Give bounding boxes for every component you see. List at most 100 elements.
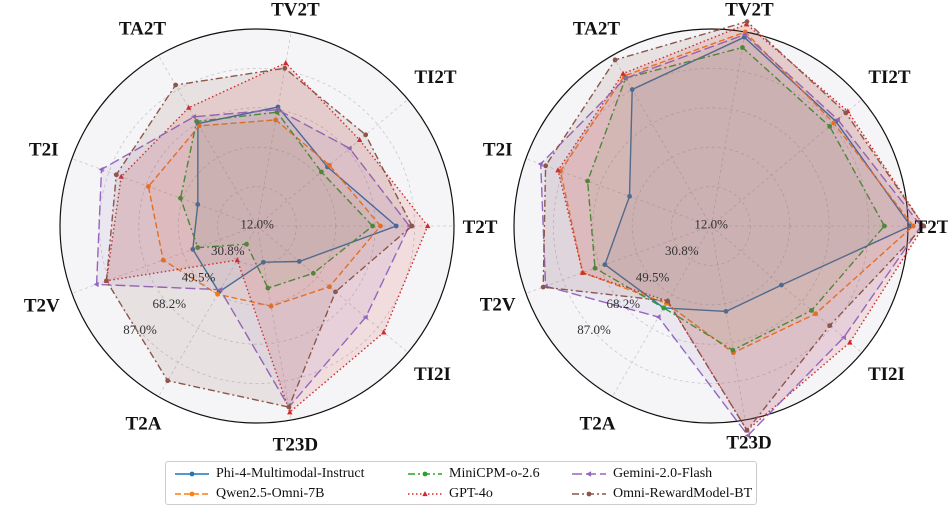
radial-tick-label: 87.0% — [577, 322, 611, 337]
axis-label: TI2I — [414, 364, 451, 385]
legend-swatch-icon — [408, 471, 442, 477]
data-point — [370, 223, 375, 229]
radial-tick-label: 12.0% — [240, 217, 274, 232]
data-point — [661, 305, 667, 311]
data-point — [723, 308, 729, 314]
data-point — [287, 409, 293, 415]
data-point — [244, 241, 249, 247]
data-point — [186, 104, 192, 110]
series-line — [539, 33, 922, 437]
data-point — [543, 163, 549, 169]
data-point — [627, 193, 632, 199]
legend-swatch-icon — [175, 491, 209, 497]
data-point — [809, 308, 815, 313]
grid-spoke — [612, 55, 712, 227]
radial-tick-label: 68.2% — [606, 296, 640, 311]
grid-spoke — [710, 225, 746, 421]
data-point — [327, 284, 332, 290]
axis-label: TA2T — [573, 19, 620, 40]
data-point — [602, 262, 608, 268]
axis-label: TI2I — [868, 364, 905, 385]
data-point — [425, 223, 431, 229]
legend-label: Qwen2.5-Omni-7B — [216, 486, 325, 501]
series-line — [147, 119, 382, 307]
data-point — [217, 286, 223, 293]
series-line — [105, 62, 429, 414]
data-point — [274, 106, 280, 113]
radial-tick-label: 30.8% — [211, 243, 245, 258]
data-point — [104, 278, 109, 284]
data-point — [282, 65, 288, 71]
data-point — [847, 339, 853, 345]
data-point — [537, 161, 543, 167]
legend-label: Omni-RewardModel-BT — [613, 486, 753, 501]
data-point — [195, 245, 201, 250]
data-point — [346, 145, 352, 152]
axis-label: T2V — [480, 295, 516, 316]
radial-tick-label: 68.2% — [152, 296, 186, 311]
axis-label: T2A — [126, 414, 162, 435]
series-line — [559, 31, 915, 354]
series-line — [179, 111, 374, 289]
data-point — [118, 173, 124, 179]
axis-label: TV2T — [725, 0, 774, 20]
radar-panel-left: 12.0% 30.8% 49.5% 68.2% 87.0% T2T TI2T TV2T TA2T… — [24, 0, 498, 456]
axis-label: TA2T — [119, 19, 166, 40]
data-point — [378, 223, 383, 229]
axis-label: T2A — [580, 414, 616, 435]
data-point — [555, 167, 561, 173]
grid-spoke — [612, 225, 712, 397]
data-point — [145, 184, 151, 189]
data-point — [165, 378, 171, 384]
series-line — [105, 67, 413, 408]
data-point — [409, 223, 415, 229]
data-point — [310, 270, 316, 276]
axis-label: T23D — [726, 433, 771, 454]
data-point — [362, 314, 368, 320]
data-point — [273, 117, 279, 123]
legend-swatch-icon — [572, 491, 606, 497]
data-point — [612, 57, 618, 63]
radial-tick-label: 49.5% — [636, 269, 670, 284]
data-point — [283, 60, 289, 66]
legend-label: MiniCPM-o-2.6 — [449, 466, 540, 481]
data-point — [827, 323, 833, 329]
grid-spoke — [256, 99, 409, 227]
data-point — [744, 427, 750, 433]
grid-spoke — [710, 31, 746, 227]
series-line — [192, 106, 398, 293]
legend: Phi-4-Multimodal-Instruct Qwen2.5-Omni-7… — [165, 461, 757, 505]
series-line — [542, 20, 925, 432]
grid-ring — [138, 107, 376, 345]
series-line — [604, 36, 912, 313]
data-point — [178, 195, 183, 201]
axis-label: TI2T — [868, 67, 911, 88]
data-point — [834, 116, 840, 123]
grid-spoke — [525, 225, 712, 294]
axis-label: T2V — [24, 295, 60, 316]
data-point — [98, 166, 104, 173]
axis-label: TV2T — [271, 0, 320, 20]
legend-item: Qwen2.5-Omni-7B — [174, 484, 325, 504]
data-point — [356, 136, 363, 142]
axis-label: T2I — [29, 139, 59, 160]
data-point — [196, 123, 202, 129]
data-point — [393, 223, 399, 229]
data-point — [113, 172, 119, 178]
data-point — [813, 311, 819, 317]
data-point — [265, 285, 271, 291]
legend-label: Phi-4-Multimodal-Instruct — [216, 466, 365, 481]
legend-label: GPT-4o — [449, 486, 493, 501]
legend-swatch-icon — [175, 471, 209, 477]
grid-ring — [592, 107, 830, 345]
data-point — [831, 120, 837, 126]
axis-label: TI2T — [414, 67, 457, 88]
radial-tick-label: 12.0% — [694, 217, 728, 232]
legend-swatch-icon — [572, 471, 606, 477]
data-point — [268, 303, 274, 309]
legend-item: Omni-RewardModel-BT — [571, 484, 752, 504]
data-point — [318, 169, 324, 175]
series-line — [586, 46, 886, 352]
radial-tick-label: 49.5% — [182, 269, 216, 284]
